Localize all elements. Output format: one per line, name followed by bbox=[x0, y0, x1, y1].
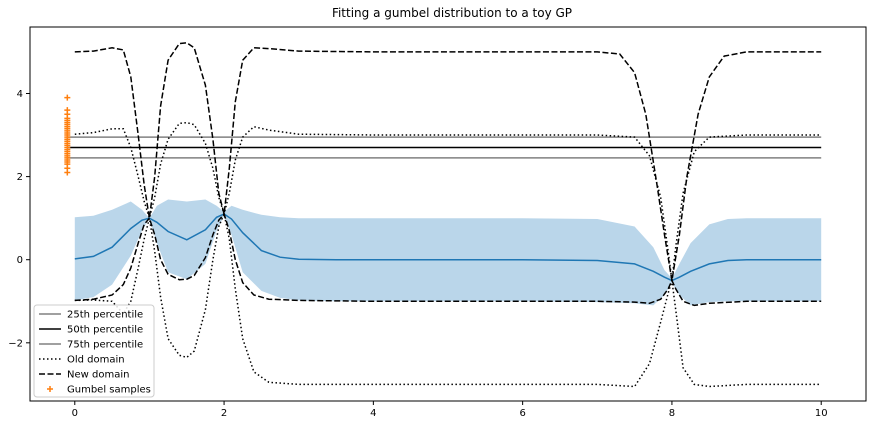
x-tick-label: 6 bbox=[519, 408, 525, 419]
new-domain-line-1 bbox=[74, 42, 822, 281]
y-tick-label: 4 bbox=[17, 89, 23, 100]
new-domain-line-2 bbox=[74, 212, 822, 307]
legend-label-25th-percentile: 25th percentile bbox=[67, 310, 143, 321]
legend-label-50th-percentile: 50th percentile bbox=[67, 325, 143, 336]
plot-area bbox=[64, 42, 822, 388]
legend-label-75th-percentile: 75th percentile bbox=[67, 340, 143, 351]
axis-ticks: 0 2 4 6 8 10 −2 0 2 4 bbox=[8, 89, 827, 419]
chart-title: Fitting a gumbel distribution to a toy G… bbox=[332, 6, 572, 20]
gp-mean-line bbox=[74, 213, 822, 282]
x-tick-label: 10 bbox=[815, 408, 828, 419]
y-tick-label: 0 bbox=[17, 255, 23, 266]
x-tick-label: 8 bbox=[669, 408, 675, 419]
gp-confidence-band bbox=[74, 199, 822, 306]
legend-box bbox=[33, 304, 155, 398]
y-tick-label: 2 bbox=[17, 172, 23, 183]
legend-label-old-domain: Old domain bbox=[67, 355, 125, 366]
legend: 25th percentile 50th percentile 75th perce… bbox=[33, 304, 155, 398]
legend-label-gumbel-samples: Gumbel samples bbox=[67, 385, 151, 396]
gumbel-sample-marker bbox=[64, 94, 71, 101]
legend-swatch-gumbel-samples bbox=[47, 386, 53, 392]
gumbel-sample-marker bbox=[64, 169, 71, 176]
legend-label-new-domain: New domain bbox=[67, 370, 129, 381]
y-tick-label: −2 bbox=[8, 338, 23, 349]
x-tick-label: 2 bbox=[221, 408, 227, 419]
x-tick-label: 0 bbox=[72, 408, 78, 419]
axes-frame bbox=[29, 26, 867, 402]
x-tick-label: 4 bbox=[370, 408, 376, 419]
old-domain-line-1 bbox=[74, 121, 822, 281]
